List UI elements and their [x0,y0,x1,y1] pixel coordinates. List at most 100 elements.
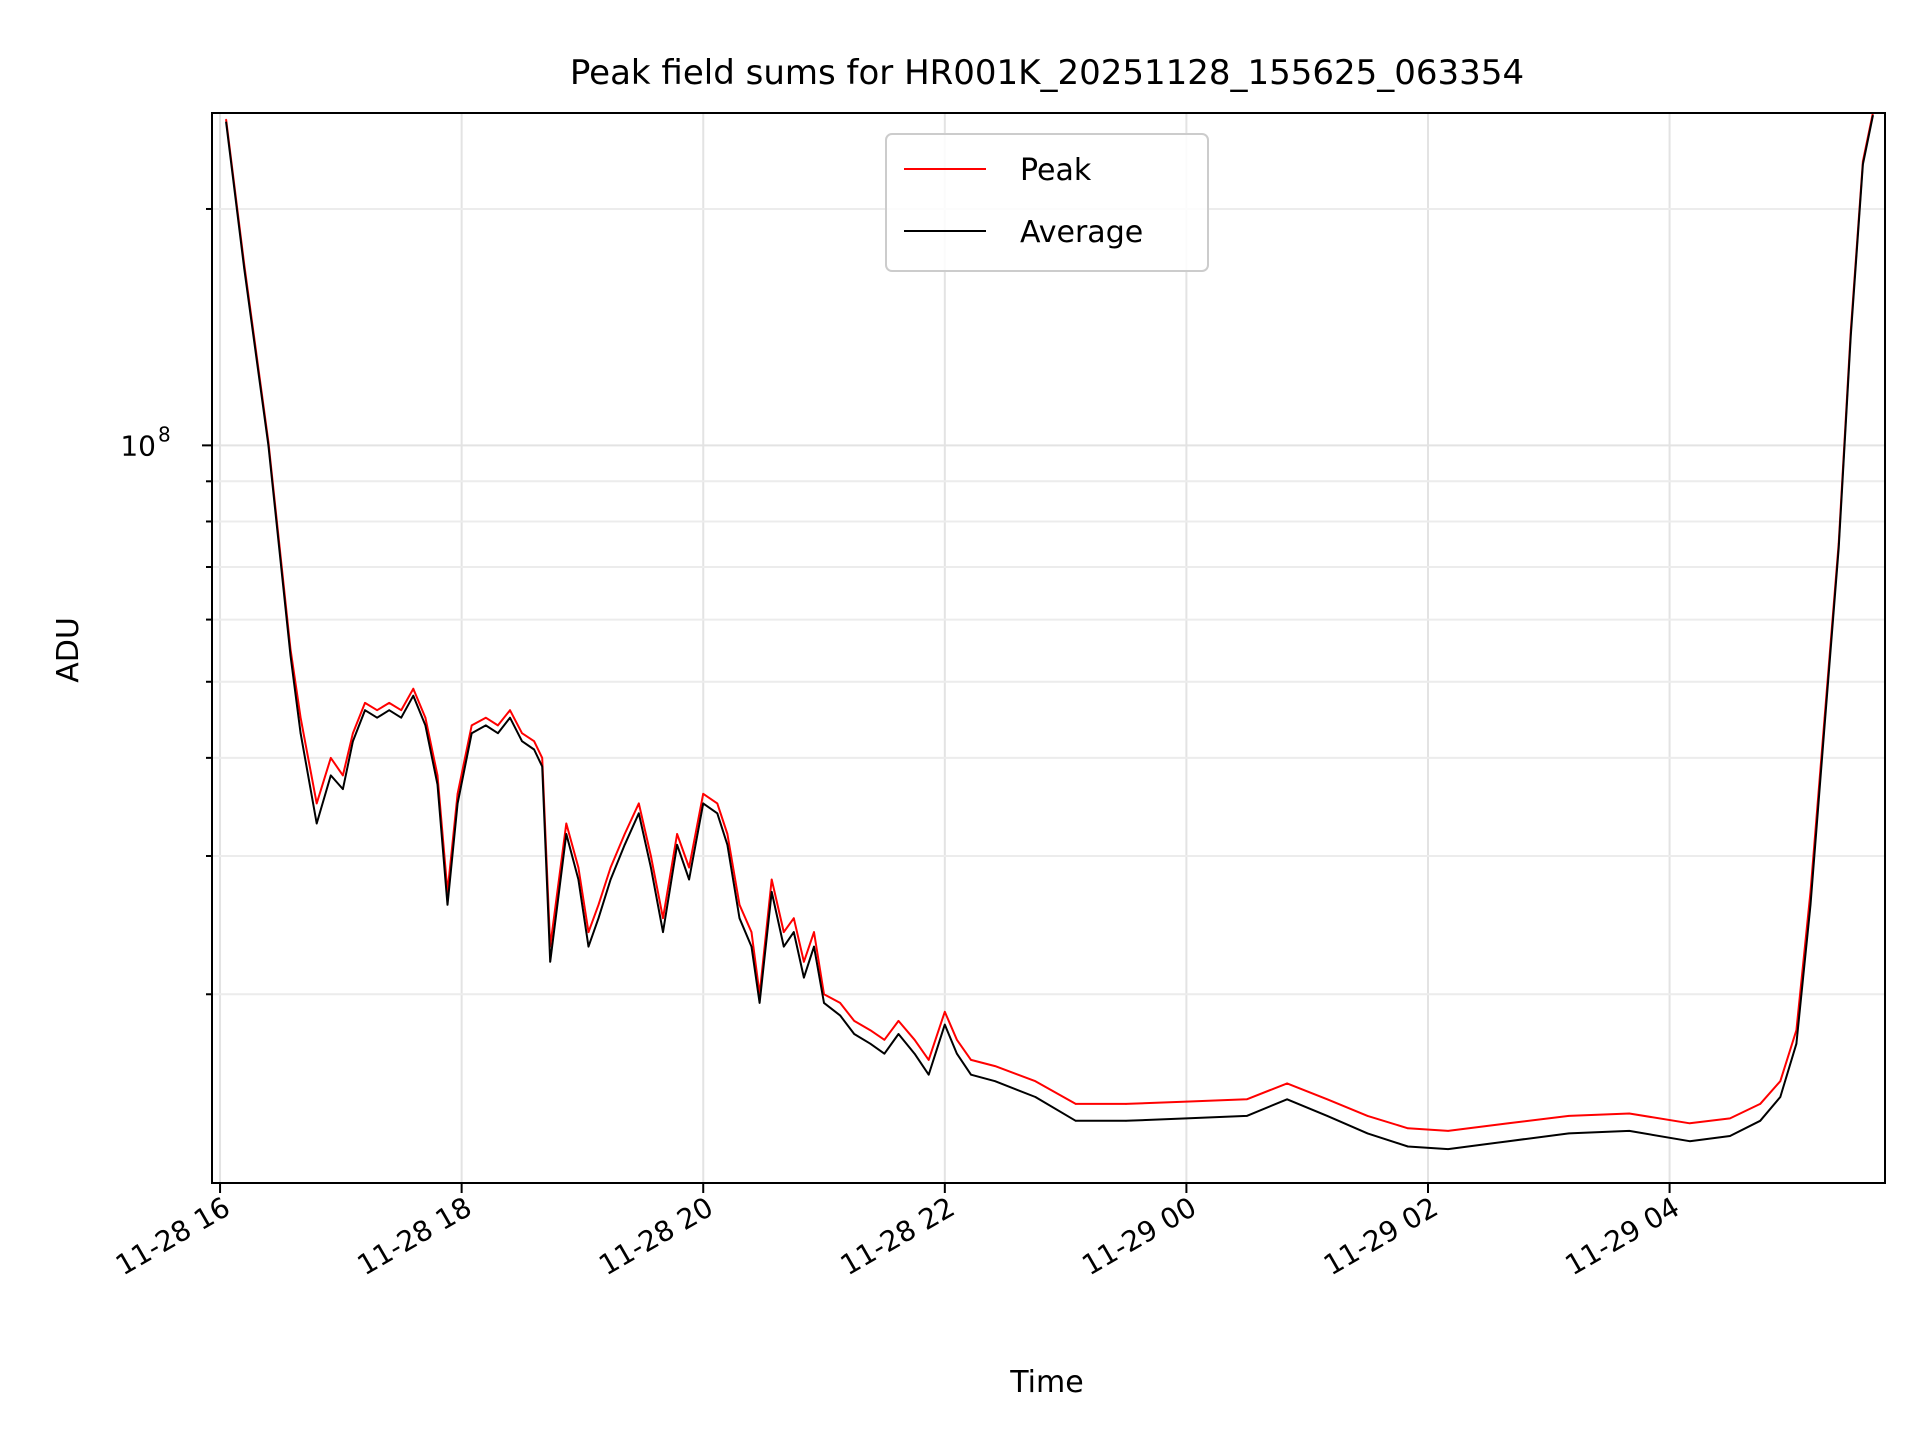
data-point [424,724,427,727]
data-point [758,1002,761,1004]
data-point [803,960,805,963]
data-point [299,716,302,719]
data-point [352,732,354,735]
data-point [688,878,690,881]
data-point [1286,1082,1288,1085]
data-point [782,931,785,933]
legend-label: Peak [1020,153,1092,188]
data-point [1407,1127,1409,1130]
data-point [970,1073,972,1076]
series-layer [225,113,1874,1151]
data-point [1074,1103,1077,1105]
data-point [1034,1096,1037,1098]
data-point [883,1052,886,1055]
legend: Peak Average [885,133,1209,272]
data-point [1779,1096,1782,1098]
data-point [1326,1098,1329,1101]
data-point [1507,1140,1510,1142]
y-tick-label-base: 10 [120,429,156,462]
data-point [364,702,366,704]
data-point [638,802,640,805]
data-point [364,709,366,712]
data-point [944,1023,946,1026]
data-point [456,793,459,795]
data-point [897,1020,900,1022]
data-point [376,716,378,719]
data-point [869,1029,872,1032]
data-point [533,740,535,743]
data-point [521,740,523,743]
data-point [883,1039,886,1041]
data-point [497,732,499,735]
data-point [738,917,741,919]
plot-frame [211,112,1886,1184]
data-point [994,1065,996,1067]
data-point [869,1042,872,1045]
data-point [412,687,415,690]
data-point [782,945,785,948]
data-point [1628,1112,1631,1115]
data-point [638,812,640,815]
data-point [315,802,318,805]
data-point [1628,1130,1631,1132]
data-point [1688,1140,1691,1142]
data-point [565,822,568,825]
data-point [688,866,690,869]
data-point [702,793,705,795]
legend-label: Average [1020,215,1143,250]
data-point [662,931,664,933]
data-point [1729,1135,1731,1137]
series-average [225,114,1874,1151]
data-point [456,802,459,805]
data-point [577,878,580,881]
y-axis-label: ADU [51,617,86,683]
data-point [1125,1120,1127,1122]
data-point [897,1033,900,1035]
data-point [400,716,403,719]
data-point [726,844,729,846]
data-point [770,878,773,881]
data-point [509,716,511,719]
data-point [676,833,678,835]
data-point [549,960,552,963]
data-point [1185,1100,1188,1103]
data-point [533,748,535,751]
data-point [609,866,612,869]
data-point [1125,1103,1127,1105]
data-point [1568,1132,1570,1135]
data-point [956,1052,958,1055]
data-point [738,903,741,906]
data-point [388,709,390,712]
data-point [726,833,729,835]
data-point [813,931,815,933]
y-tick-label-exponent: 8 [158,422,171,446]
data-point [609,878,612,881]
data-point [770,891,773,893]
data-point [541,757,543,759]
data-point [1246,1098,1248,1101]
data-point [1568,1115,1570,1117]
data-point [956,1039,958,1041]
data-point [267,444,270,447]
data-point [1034,1080,1037,1082]
data-point [342,774,344,777]
data-point [1366,1132,1369,1135]
data-point [1286,1098,1288,1101]
data-point [1779,1080,1782,1082]
chart-title: Peak field sums for HR001K_20251128_1556… [570,53,1524,93]
x-axis-label: Time [1009,1365,1083,1400]
data-point [329,757,332,759]
data-point [1366,1115,1369,1117]
data-point [289,654,292,657]
data-point [716,802,719,805]
data-point [623,844,626,846]
data-point [1759,1120,1761,1122]
data-point [839,1014,841,1017]
data-point [750,945,753,948]
data-point [1795,1042,1798,1045]
data-point [1688,1122,1691,1125]
data-point [1872,114,1874,117]
grid [212,113,1885,1183]
data-point [662,917,664,919]
